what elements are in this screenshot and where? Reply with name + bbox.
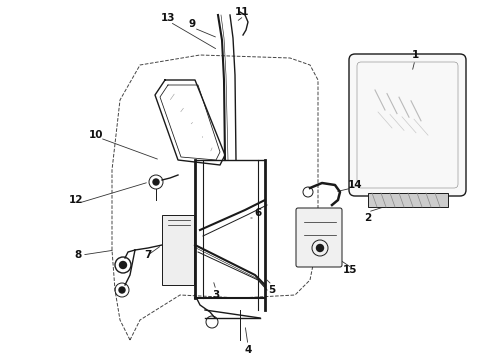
Text: 6: 6: [254, 208, 262, 218]
Text: 8: 8: [74, 250, 82, 260]
Bar: [162, 215, 194, 285]
Circle shape: [120, 261, 126, 269]
Text: 14: 14: [348, 180, 362, 190]
Text: 15: 15: [343, 265, 357, 275]
Text: 3: 3: [212, 290, 220, 300]
Text: 11: 11: [235, 7, 249, 17]
Text: 2: 2: [365, 213, 371, 223]
Text: 10: 10: [89, 130, 103, 140]
Circle shape: [119, 287, 125, 293]
FancyBboxPatch shape: [349, 54, 466, 196]
Bar: [368, 193, 448, 207]
Text: 9: 9: [189, 19, 196, 29]
Text: 1: 1: [412, 50, 418, 60]
Text: 13: 13: [161, 13, 175, 23]
Text: 12: 12: [69, 195, 83, 205]
Circle shape: [317, 244, 323, 252]
Text: 4: 4: [245, 345, 252, 355]
Text: 5: 5: [269, 285, 275, 295]
Text: 7: 7: [145, 250, 152, 260]
Circle shape: [153, 179, 159, 185]
FancyBboxPatch shape: [296, 208, 342, 267]
